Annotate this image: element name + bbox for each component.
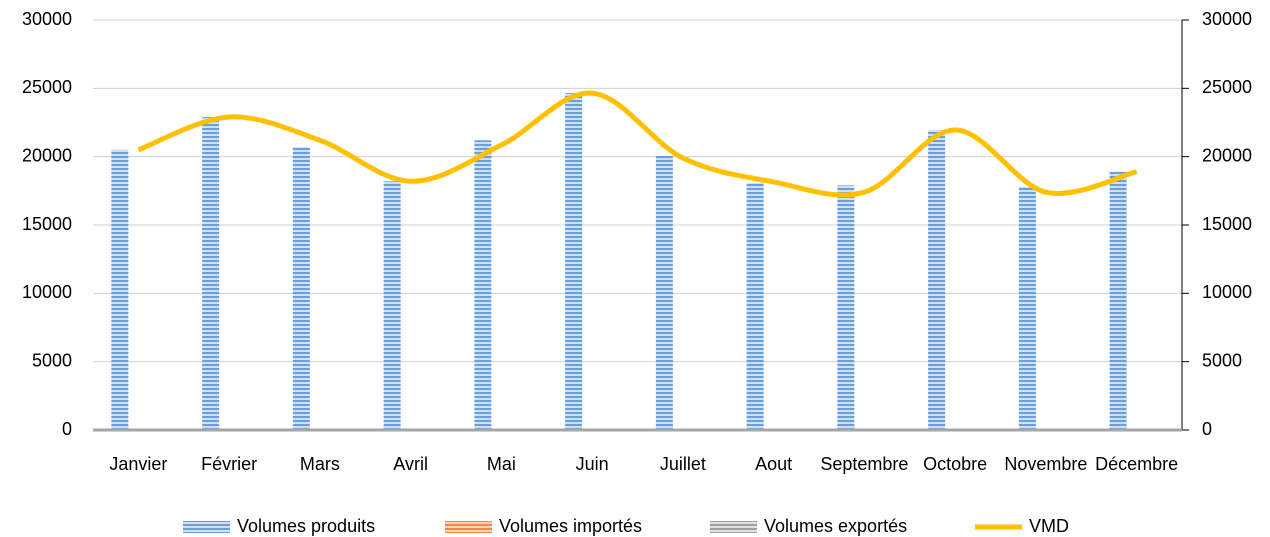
x-tick-label: Octobre xyxy=(923,454,987,474)
x-tick-label: Janvier xyxy=(109,454,167,474)
legend-label: VMD xyxy=(1029,516,1069,536)
bar xyxy=(383,181,401,430)
legend-swatch xyxy=(183,521,230,533)
x-tick-label: Juillet xyxy=(660,454,706,474)
y-tick-label: 30000 xyxy=(22,9,72,29)
bar xyxy=(111,149,129,431)
x-tick-label: Avril xyxy=(393,454,428,474)
x-tick-label: Aout xyxy=(755,454,792,474)
x-tick-label: Novembre xyxy=(1004,454,1087,474)
x-tick-label: Décembre xyxy=(1095,454,1178,474)
y-tick-label: 10000 xyxy=(22,282,72,302)
x-tick-label: Février xyxy=(201,454,257,474)
bar xyxy=(837,185,855,430)
y2-tick-label: 10000 xyxy=(1202,282,1252,302)
x-tick-label: Juin xyxy=(576,454,609,474)
y-tick-label: 15000 xyxy=(22,214,72,234)
y2-tick-label: 5000 xyxy=(1202,350,1242,370)
y2-tick-label: 15000 xyxy=(1202,214,1252,234)
legend-label: Volumes exportés xyxy=(764,516,907,536)
y-tick-label: 0 xyxy=(62,419,72,439)
bar xyxy=(565,93,583,430)
bar xyxy=(746,183,764,430)
line xyxy=(137,90,1138,198)
legend-swatch xyxy=(710,521,757,533)
y-tick-label: 20000 xyxy=(22,145,72,165)
bar xyxy=(1109,171,1127,430)
legend-swatch xyxy=(445,521,492,533)
x-tick-label: Septembre xyxy=(820,454,908,474)
bar xyxy=(655,155,673,430)
y2-tick-label: 25000 xyxy=(1202,77,1252,97)
legend-label: Volumes produits xyxy=(237,516,375,536)
y2-tick-label: 0 xyxy=(1202,419,1212,439)
x-tick-label: Mars xyxy=(300,454,340,474)
bar xyxy=(292,147,310,430)
bar xyxy=(202,117,220,431)
y2-tick-label: 20000 xyxy=(1202,145,1252,165)
y-tick-label: 5000 xyxy=(32,350,72,370)
legend-label: Volumes importés xyxy=(499,516,642,536)
bar xyxy=(928,130,946,430)
bar xyxy=(1018,186,1036,430)
y-tick-label: 25000 xyxy=(22,77,72,97)
y2-tick-label: 30000 xyxy=(1202,9,1252,29)
x-tick-label: Mai xyxy=(487,454,516,474)
bar xyxy=(474,140,492,430)
